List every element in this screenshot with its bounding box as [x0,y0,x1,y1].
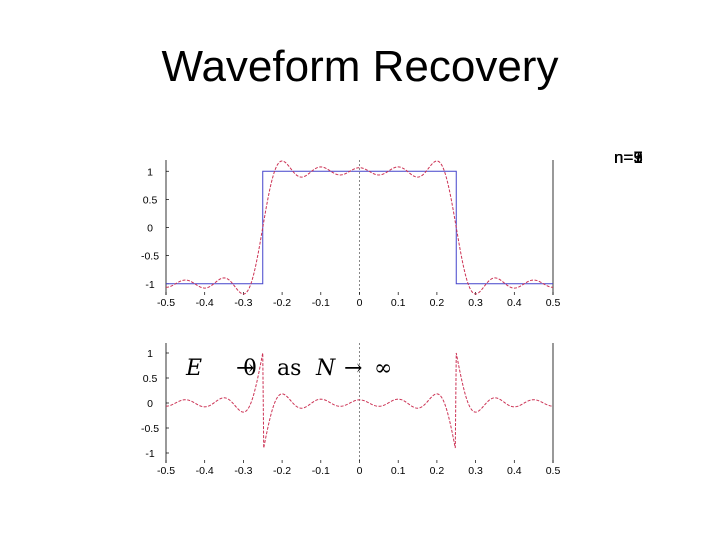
x-tick-label: -0.5 [157,297,175,309]
y-tick-label: 1 [147,166,153,178]
x-tick-label: 0 [357,297,363,309]
y-tick-label: -0.5 [141,423,159,435]
x-tick-label: -0.4 [196,297,214,309]
equation-as: as [277,356,301,381]
error-series [165,352,554,449]
x-tick-label: 0.4 [507,297,522,309]
x-tick-label: -0.4 [196,465,214,477]
equation-arrow: → [236,356,254,381]
x-tick-label: 0.1 [391,465,406,477]
y-tick-label: -0.5 [141,251,159,263]
x-tick-label: 0.5 [546,465,561,477]
x-tick-label: -0.1 [312,465,330,477]
fourier-approximation-series [165,160,554,295]
legend-label-n1: n=1 [614,148,643,167]
y-tick-label: 0.5 [143,373,158,385]
y-tick-label: 1 [147,348,153,360]
x-tick-label: -0.1 [312,297,330,309]
y-tick-label: 0.5 [143,194,158,206]
equation-E: E [185,356,202,381]
equation-zero: 0 [243,356,257,381]
bottom-plot: -0.5 -0.4 -0.3 -0.2 -0.1 0 0.1 0.2 0.3 0.4 0.5 1 0.5… [141,343,560,477]
y-tick-label: -1 [145,279,154,291]
x-tick-label: 0.1 [391,297,406,309]
x-tick-label: 0.3 [468,465,483,477]
legend-overlapping-labels: n=1 n=3 n=5 n=7 n=9 [614,148,674,172]
equation-N: N [315,356,336,381]
x-tick-label: -0.2 [273,297,291,309]
y-tick-label: -1 [145,448,154,460]
legend-label-n7: n=7 [614,148,643,167]
x-tick-label: -0.5 [157,465,175,477]
x-tick-label: 0.2 [430,297,445,309]
top-plot: -0.5 -0.4 -0.3 -0.2 -0.1 0 0.1 0.2 0.3 0.4 0.5 1 0.5… [141,160,560,309]
equation-arrow-2: → [344,356,362,381]
legend-label-n9: n=9 [614,148,643,167]
square-wave-series [166,170,553,285]
legend-label-n5: n=5 [614,148,643,167]
x-tick-label: 0.4 [507,465,522,477]
x-tick-label: -0.3 [234,465,252,477]
y-tick-label: 0 [147,223,153,235]
x-tick-label: -0.2 [273,465,291,477]
y-tick-label: 0 [147,398,153,410]
x-tick-label: 0.3 [468,297,483,309]
x-tick-label: 0.5 [546,297,561,309]
slide-title: Waveform Recovery [161,42,559,91]
x-tick-label: -0.3 [234,297,252,309]
x-tick-label: 0.2 [430,465,445,477]
legend-label-n3: n=3 [614,148,643,167]
x-tick-label: 0 [357,465,363,477]
equation-infinity: ∞ [374,356,392,381]
